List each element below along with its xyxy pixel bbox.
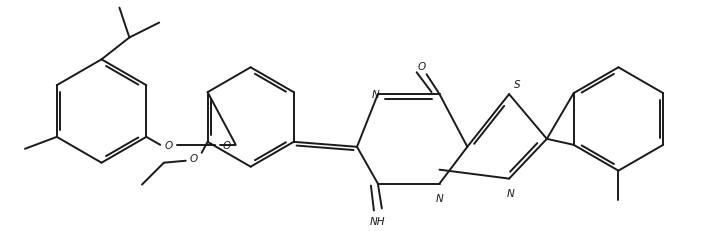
Text: N: N: [372, 90, 380, 100]
Text: N: N: [436, 193, 443, 203]
Text: NH: NH: [370, 216, 386, 226]
Text: S: S: [514, 80, 521, 90]
Text: N: N: [507, 188, 515, 198]
Text: O: O: [418, 62, 426, 72]
Text: O: O: [223, 140, 231, 150]
Text: O: O: [164, 140, 172, 150]
Text: O: O: [190, 153, 198, 163]
